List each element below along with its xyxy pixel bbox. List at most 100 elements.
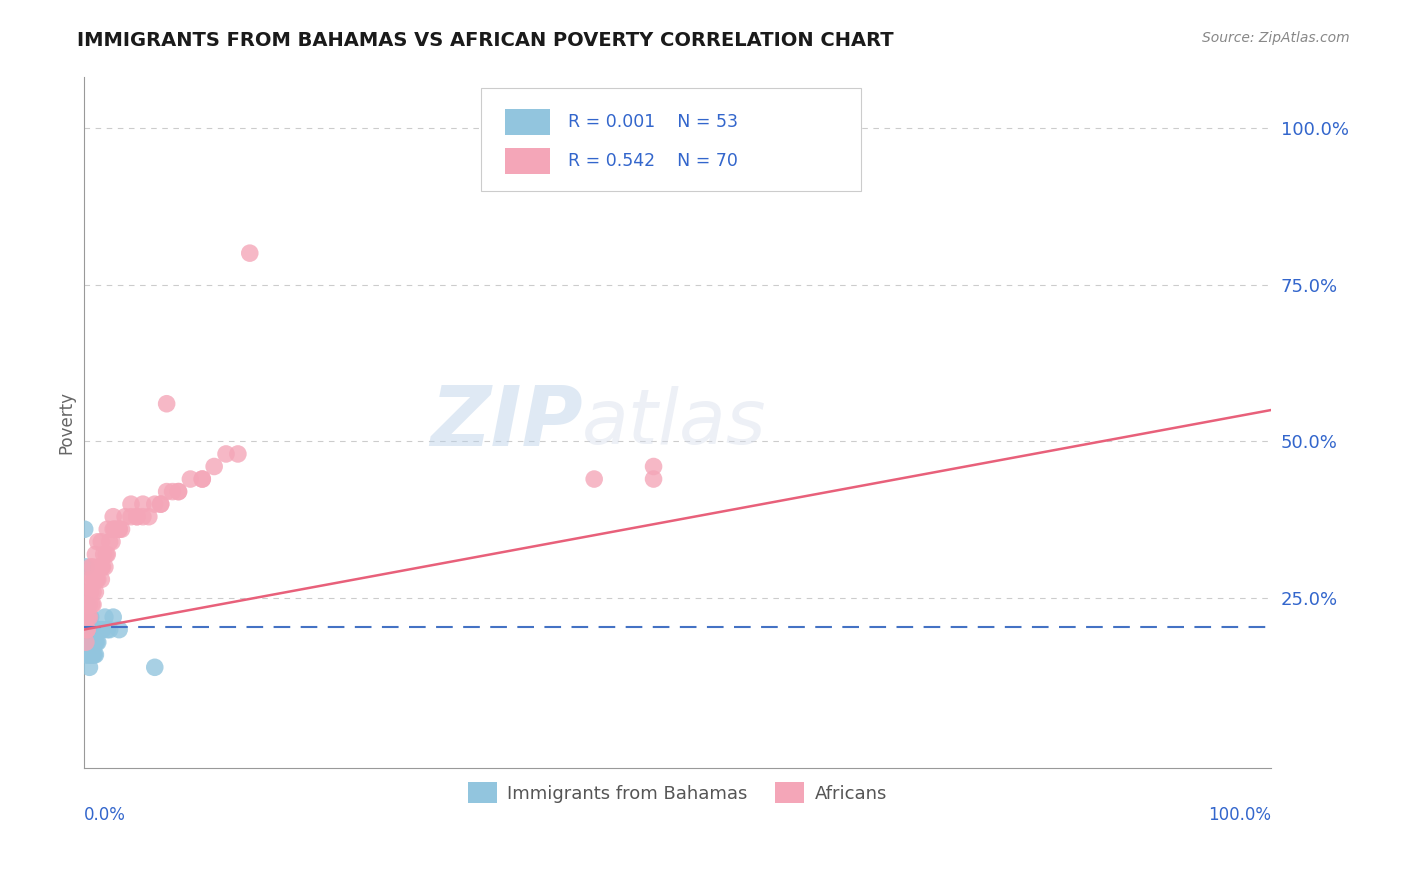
Point	[87, 573, 110, 587]
Point	[79, 635, 101, 649]
Point	[76, 598, 98, 612]
Point	[87, 635, 110, 649]
Point	[76, 623, 98, 637]
Point	[84, 648, 107, 662]
Point	[643, 459, 665, 474]
Point	[125, 509, 148, 524]
Text: Source: ZipAtlas.com: Source: ZipAtlas.com	[1202, 31, 1350, 45]
Point	[86, 635, 108, 649]
Text: R = 0.001    N = 53: R = 0.001 N = 53	[568, 113, 738, 131]
Text: 0.0%: 0.0%	[83, 805, 125, 823]
Point	[86, 623, 108, 637]
Point	[132, 509, 155, 524]
Point	[75, 635, 97, 649]
Point	[138, 509, 160, 524]
Point	[83, 623, 105, 637]
Point	[82, 585, 104, 599]
Text: ZIP: ZIP	[430, 382, 582, 463]
Point	[86, 573, 108, 587]
Point	[143, 497, 166, 511]
Point	[77, 635, 100, 649]
Point	[80, 648, 103, 662]
Point	[105, 522, 128, 536]
Point	[79, 623, 101, 637]
Point	[80, 598, 103, 612]
Point	[83, 635, 105, 649]
Point	[149, 497, 172, 511]
Point	[87, 534, 110, 549]
Point	[239, 246, 262, 260]
Point	[73, 623, 96, 637]
FancyBboxPatch shape	[505, 109, 550, 136]
Point	[226, 447, 249, 461]
Point	[583, 472, 606, 486]
Point	[80, 573, 103, 587]
Point	[82, 623, 104, 637]
Point	[77, 648, 100, 662]
Point	[101, 534, 124, 549]
Point	[149, 497, 172, 511]
FancyBboxPatch shape	[481, 87, 862, 191]
Point	[93, 547, 115, 561]
Point	[75, 623, 97, 637]
Point	[98, 623, 121, 637]
Point	[94, 610, 117, 624]
Point	[79, 573, 101, 587]
Point	[76, 635, 98, 649]
Point	[79, 585, 101, 599]
Point	[643, 472, 665, 486]
Point	[76, 623, 98, 637]
Point	[84, 585, 107, 599]
Point	[76, 610, 98, 624]
Point	[82, 648, 104, 662]
Point	[120, 509, 142, 524]
Point	[90, 560, 112, 574]
Point	[79, 623, 101, 637]
Point	[108, 522, 131, 536]
Point	[73, 635, 96, 649]
Point	[79, 610, 101, 624]
Point	[75, 648, 97, 662]
Point	[120, 497, 142, 511]
Point	[96, 522, 118, 536]
Text: atlas: atlas	[582, 385, 766, 459]
Point	[82, 598, 104, 612]
Point	[83, 648, 105, 662]
Point	[87, 560, 110, 574]
Point	[75, 560, 97, 574]
Point	[79, 560, 101, 574]
FancyBboxPatch shape	[505, 148, 550, 174]
Point	[96, 623, 118, 637]
Point	[103, 522, 125, 536]
Text: IMMIGRANTS FROM BAHAMAS VS AFRICAN POVERTY CORRELATION CHART: IMMIGRANTS FROM BAHAMAS VS AFRICAN POVER…	[77, 31, 894, 50]
Point	[202, 459, 225, 474]
Point	[90, 623, 112, 637]
Point	[191, 472, 214, 486]
Text: 100.0%: 100.0%	[1208, 805, 1271, 823]
Point	[179, 472, 201, 486]
Point	[90, 573, 112, 587]
Point	[108, 623, 131, 637]
Point	[91, 623, 114, 637]
Point	[77, 623, 100, 637]
Point	[79, 648, 101, 662]
Point	[75, 610, 97, 624]
Text: R = 0.542    N = 70: R = 0.542 N = 70	[568, 152, 738, 169]
Point	[87, 623, 110, 637]
Point	[94, 547, 117, 561]
Point	[75, 610, 97, 624]
Point	[191, 472, 214, 486]
Point	[143, 660, 166, 674]
Point	[98, 534, 121, 549]
Point	[103, 610, 125, 624]
Point	[83, 573, 105, 587]
Point	[89, 623, 111, 637]
Point	[77, 610, 100, 624]
Point	[79, 635, 101, 649]
Point	[73, 610, 96, 624]
Point	[215, 447, 238, 461]
Point	[84, 635, 107, 649]
Point	[108, 522, 131, 536]
Point	[125, 509, 148, 524]
Point	[84, 547, 107, 561]
